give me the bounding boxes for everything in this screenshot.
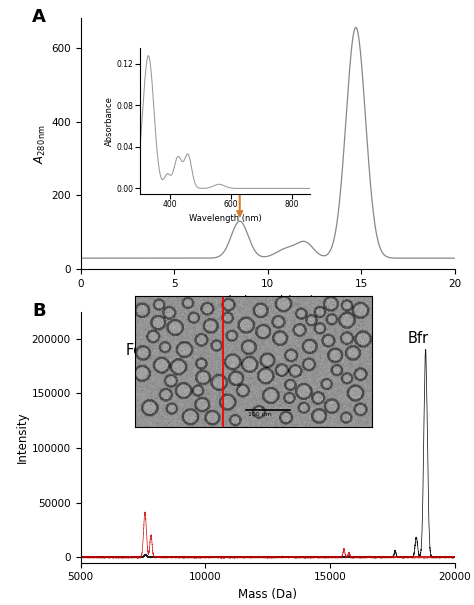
Text: Bfr: Bfr [408, 331, 429, 346]
X-axis label: Wavelength (nm): Wavelength (nm) [189, 214, 262, 223]
Y-axis label: $A_{280\,\mathrm{nm}}$: $A_{280\,\mathrm{nm}}$ [33, 123, 48, 164]
X-axis label: Elution vol (mL): Elution vol (mL) [221, 295, 314, 307]
Y-axis label: Intensity: Intensity [16, 411, 29, 463]
Text: B: B [32, 301, 46, 319]
X-axis label: Mass (Da): Mass (Da) [238, 588, 297, 601]
Text: A: A [32, 8, 46, 26]
Text: Fdx: Fdx [126, 343, 152, 358]
Y-axis label: Absorbance: Absorbance [105, 96, 114, 146]
Text: 100 nm: 100 nm [248, 411, 272, 417]
